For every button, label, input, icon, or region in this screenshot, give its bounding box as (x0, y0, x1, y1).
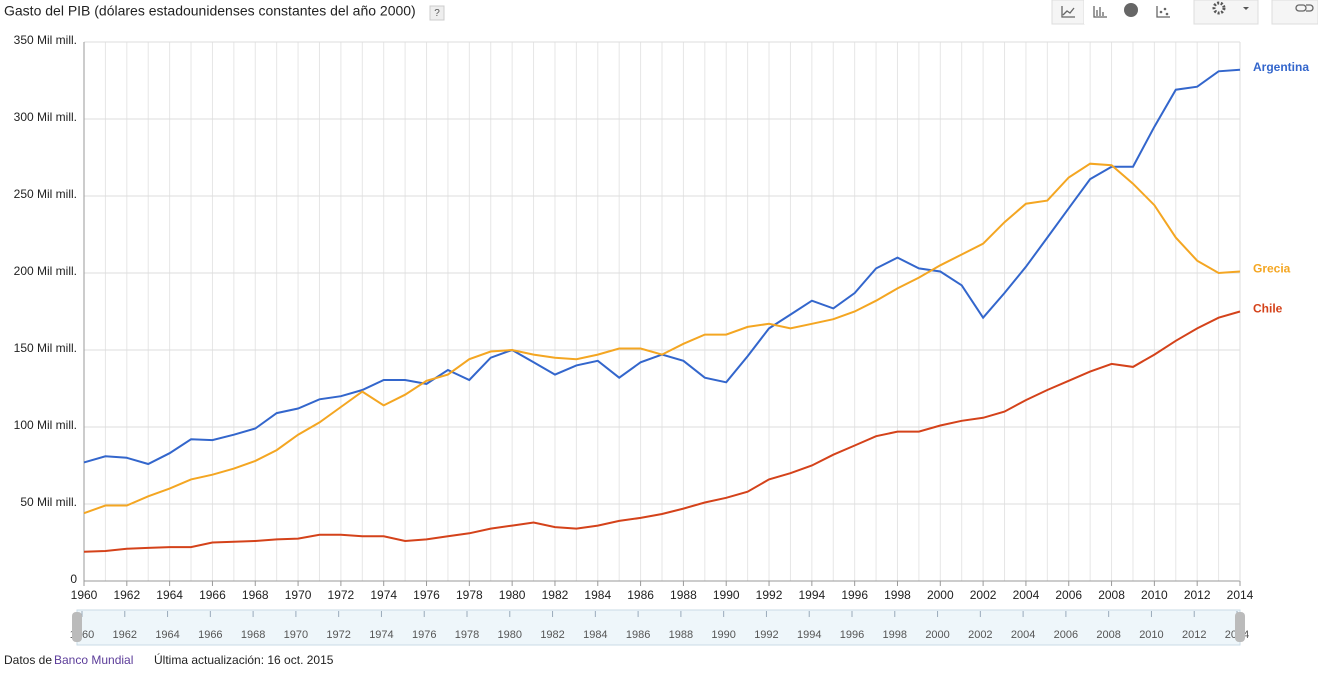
slider-tick-label: 1984 (583, 629, 607, 641)
x-tick-label: 2002 (970, 588, 997, 602)
x-tick-label: 1962 (113, 588, 140, 602)
x-tick-label: 1994 (799, 588, 826, 602)
x-tick-label: 1970 (285, 588, 312, 602)
slider-tick-label: 2002 (968, 629, 992, 641)
y-tick-label: 250 Mil mill. (14, 187, 77, 201)
x-tick-label: 2000 (927, 588, 954, 602)
slider-tick-label: 1962 (113, 629, 137, 641)
dropdown-arrow (1243, 7, 1249, 10)
x-tick-label: 1972 (328, 588, 355, 602)
slider-tick-label: 1964 (155, 629, 179, 641)
x-tick-label: 1996 (841, 588, 868, 602)
settings-button[interactable] (1193, 0, 1259, 25)
help-text: ? (434, 8, 440, 19)
series-line (83, 162, 1241, 515)
x-tick-label: 1984 (584, 588, 611, 602)
slider-tick-label: 2000 (925, 629, 949, 641)
x-tick-label: 2012 (1184, 588, 1211, 602)
slider-tick-label: 1978 (455, 629, 479, 641)
slider-tick-label: 1996 (840, 629, 864, 641)
slider-tick-label: 1990 (711, 629, 735, 641)
chart-title: Gasto del PIB (dólares estadounidenses c… (4, 3, 416, 19)
x-tick-label: 2006 (1055, 588, 1082, 602)
slider-tick-label: 2006 (1054, 629, 1078, 641)
y-tick-label: 350 Mil mill. (14, 33, 77, 47)
scatter-view-button[interactable] (1148, 0, 1180, 24)
line-icon (1061, 6, 1075, 18)
slider-tick-label: 1966 (198, 629, 222, 641)
x-tick-label: 1960 (71, 588, 98, 602)
scatter-dot-icon (1165, 12, 1169, 16)
help-box (429, 5, 445, 21)
slider-tick-label: 2008 (1096, 629, 1120, 641)
slider-tick-label: 1976 (412, 629, 436, 641)
y-tick-label: 0 (70, 572, 77, 586)
source-link[interactable]: Banco Mundial (54, 653, 133, 667)
slider-tick-label: 1980 (498, 629, 522, 641)
slider-tick-label: 1970 (284, 629, 308, 641)
link-icon (1295, 4, 1314, 12)
slider-handle[interactable] (72, 612, 82, 642)
x-tick-label: 2010 (1141, 588, 1168, 602)
slider-tick-label: 1968 (241, 629, 265, 641)
range-slider[interactable] (76, 609, 1241, 646)
series-label[interactable]: Grecia (1253, 262, 1291, 276)
x-tick-label: 1974 (370, 588, 397, 602)
slider-tick-label: 1994 (797, 629, 821, 641)
x-tick-label: 2004 (1013, 588, 1040, 602)
x-tick-label: 1978 (456, 588, 483, 602)
globe-icon (1124, 3, 1138, 17)
slider-tick-label: 2004 (1011, 629, 1035, 641)
y-tick-label: 50 Mil mill. (20, 495, 77, 509)
slider-tick-label: 2010 (1139, 629, 1163, 641)
help-button[interactable]: ? (429, 5, 445, 21)
x-tick-label: 2014 (1227, 588, 1254, 602)
slider-tick-label: 1986 (626, 629, 650, 641)
x-tick-label: 1982 (542, 588, 569, 602)
gear-icon (1212, 1, 1226, 15)
x-tick-label: 1976 (413, 588, 440, 602)
slider-tick-label: 2012 (1182, 629, 1206, 641)
slider-tick-label: 1998 (883, 629, 907, 641)
slider-handle[interactable] (1235, 612, 1245, 642)
y-tick-label: 200 Mil mill. (14, 264, 77, 278)
y-tick-label: 300 Mil mill. (14, 110, 77, 124)
scatter-dot-icon (1159, 10, 1163, 14)
x-tick-label: 1998 (884, 588, 911, 602)
source-prefix: Datos de (4, 653, 52, 667)
slider-tick-label: 1972 (326, 629, 350, 641)
series-line (83, 310, 1241, 553)
x-tick-label: 1990 (713, 588, 740, 602)
slider-tick-label: 1974 (369, 629, 393, 641)
x-tick-label: 1988 (670, 588, 697, 602)
x-tick-label: 1992 (756, 588, 783, 602)
grid (83, 41, 1241, 582)
scatter-dot-icon (1163, 7, 1167, 11)
last-updated: Última actualización: 16 oct. 2015 (154, 652, 334, 667)
slider-tick-label: 1988 (669, 629, 693, 641)
x-tick-label: 1966 (199, 588, 226, 602)
series-label[interactable]: Argentina (1253, 60, 1309, 74)
toolbar (1051, 0, 1318, 25)
slider-tick-label: 1982 (540, 629, 564, 641)
scatter-axis-icon (1156, 6, 1170, 18)
bar-icon (1093, 6, 1107, 18)
slider-tick-label: 1992 (754, 629, 778, 641)
x-tick-label: 1968 (242, 588, 269, 602)
series-label[interactable]: Chile (1253, 302, 1283, 316)
x-tick-label: 1980 (499, 588, 526, 602)
y-tick-label: 150 Mil mill. (14, 341, 77, 355)
x-tick-label: 1986 (627, 588, 654, 602)
x-tick-label: 1964 (156, 588, 183, 602)
link-button[interactable] (1271, 0, 1318, 25)
y-tick-label: 100 Mil mill. (14, 418, 77, 432)
x-tick-label: 2008 (1098, 588, 1125, 602)
